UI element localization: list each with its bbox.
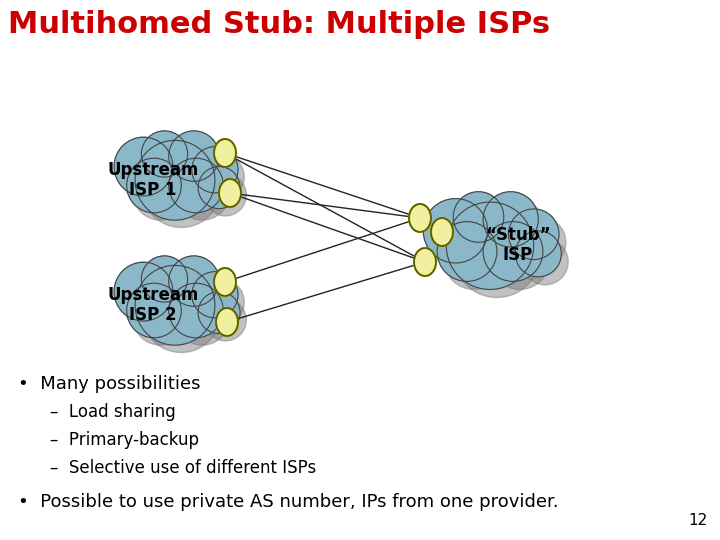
Circle shape bbox=[192, 147, 238, 193]
Text: “Stub”
ISP: “Stub” ISP bbox=[485, 226, 551, 265]
Circle shape bbox=[148, 138, 194, 185]
Circle shape bbox=[508, 209, 559, 260]
Circle shape bbox=[141, 273, 221, 353]
Circle shape bbox=[135, 140, 215, 220]
Circle shape bbox=[120, 269, 179, 328]
Circle shape bbox=[127, 283, 181, 338]
Circle shape bbox=[114, 262, 173, 321]
Text: 12: 12 bbox=[689, 513, 708, 528]
Ellipse shape bbox=[409, 204, 431, 232]
Circle shape bbox=[444, 230, 504, 289]
Circle shape bbox=[446, 202, 534, 289]
Circle shape bbox=[490, 200, 545, 255]
Ellipse shape bbox=[219, 179, 241, 207]
Ellipse shape bbox=[431, 218, 453, 246]
Circle shape bbox=[490, 230, 550, 289]
Text: –  Load sharing: – Load sharing bbox=[50, 403, 176, 421]
Text: –  Primary-backup: – Primary-backup bbox=[50, 431, 199, 449]
Circle shape bbox=[127, 158, 181, 213]
Circle shape bbox=[175, 264, 225, 314]
Text: •  Many possibilities: • Many possibilities bbox=[18, 375, 200, 393]
Text: Upstream
ISP 2: Upstream ISP 2 bbox=[107, 286, 199, 325]
Circle shape bbox=[175, 138, 225, 188]
Circle shape bbox=[516, 231, 562, 277]
Text: Upstream
ISP 1: Upstream ISP 1 bbox=[107, 160, 199, 199]
Text: •  Possible to use private AS number, IPs from one provider.: • Possible to use private AS number, IPs… bbox=[18, 492, 559, 511]
Circle shape bbox=[168, 283, 223, 338]
Circle shape bbox=[204, 174, 246, 216]
Circle shape bbox=[192, 272, 238, 318]
Ellipse shape bbox=[214, 268, 236, 296]
Circle shape bbox=[198, 154, 244, 200]
Ellipse shape bbox=[214, 139, 236, 167]
Circle shape bbox=[133, 166, 188, 220]
Circle shape bbox=[120, 145, 179, 204]
Text: –  Selective use of different ISPs: – Selective use of different ISPs bbox=[50, 459, 316, 477]
Circle shape bbox=[483, 192, 539, 247]
Circle shape bbox=[483, 221, 543, 281]
Circle shape bbox=[135, 265, 215, 345]
Circle shape bbox=[168, 158, 223, 213]
Circle shape bbox=[198, 167, 240, 208]
Ellipse shape bbox=[414, 248, 436, 276]
Circle shape bbox=[453, 210, 541, 298]
Circle shape bbox=[437, 221, 497, 281]
Circle shape bbox=[460, 200, 510, 251]
Circle shape bbox=[133, 291, 188, 345]
Circle shape bbox=[204, 299, 246, 341]
Circle shape bbox=[141, 131, 188, 177]
Circle shape bbox=[168, 131, 219, 181]
Circle shape bbox=[114, 137, 173, 196]
Circle shape bbox=[198, 292, 240, 334]
Circle shape bbox=[522, 239, 568, 285]
Circle shape bbox=[431, 207, 495, 271]
Circle shape bbox=[516, 217, 566, 268]
Text: Multihomed Stub: Multiple ISPs: Multihomed Stub: Multiple ISPs bbox=[8, 10, 550, 39]
Circle shape bbox=[175, 166, 230, 220]
Circle shape bbox=[168, 256, 219, 306]
Circle shape bbox=[141, 256, 188, 302]
Circle shape bbox=[141, 148, 221, 227]
Circle shape bbox=[175, 291, 230, 345]
Ellipse shape bbox=[216, 308, 238, 336]
Circle shape bbox=[148, 263, 194, 309]
Circle shape bbox=[453, 192, 504, 242]
Circle shape bbox=[198, 279, 244, 325]
Circle shape bbox=[423, 199, 487, 263]
